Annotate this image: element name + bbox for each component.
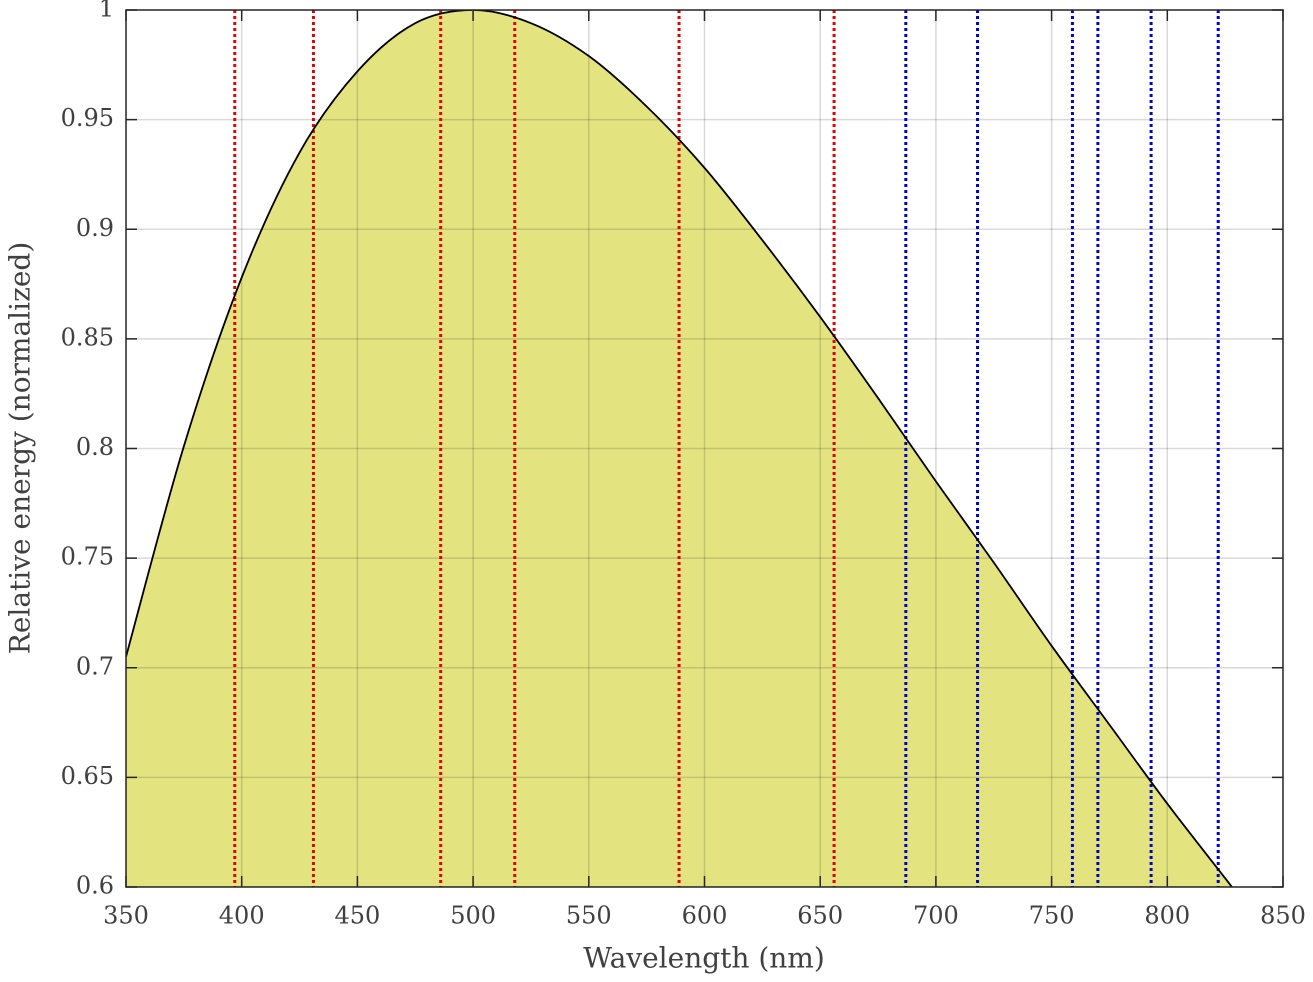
y-axis-label: Relative energy (normalized) [4,242,37,655]
y-tick-label: 1 [99,0,114,23]
curve [126,10,1234,887]
x-tick-label: 800 [1144,902,1190,930]
x-tick-label: 600 [682,902,728,930]
x-tick-label: 700 [913,902,959,930]
x-tick-label: 500 [450,902,496,930]
plot-area [126,10,1283,887]
y-tick-label: 0.9 [76,214,114,242]
y-tick-label: 0.85 [61,323,114,351]
y-tick-label: 0.95 [61,104,114,132]
x-tick-label: 750 [1029,902,1075,930]
y-tick-label: 0.6 [76,872,114,900]
y-tick-label: 0.7 [76,652,114,680]
x-tick-label: 850 [1260,902,1306,930]
x-tick-label: 350 [103,902,149,930]
x-tick-label: 450 [334,902,380,930]
y-tick-label: 0.8 [76,433,114,461]
y-tick-label: 0.65 [61,762,114,790]
x-tick-label: 650 [797,902,843,930]
x-axis-label: Wavelength (nm) [583,942,825,975]
x-tick-label: 400 [219,902,265,930]
y-tick-label: 0.75 [61,543,114,571]
x-tick-label: 550 [566,902,612,930]
